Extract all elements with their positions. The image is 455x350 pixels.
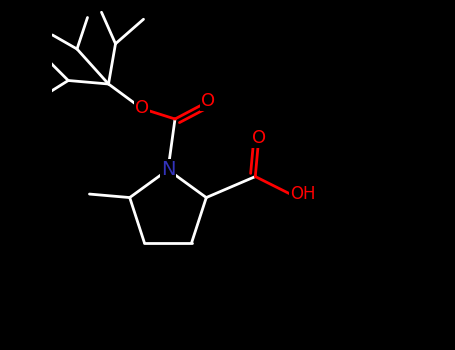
Text: OH: OH	[290, 185, 316, 203]
Text: O: O	[201, 92, 215, 111]
Text: O: O	[135, 99, 149, 118]
Text: N: N	[161, 160, 175, 179]
Text: O: O	[252, 129, 266, 147]
